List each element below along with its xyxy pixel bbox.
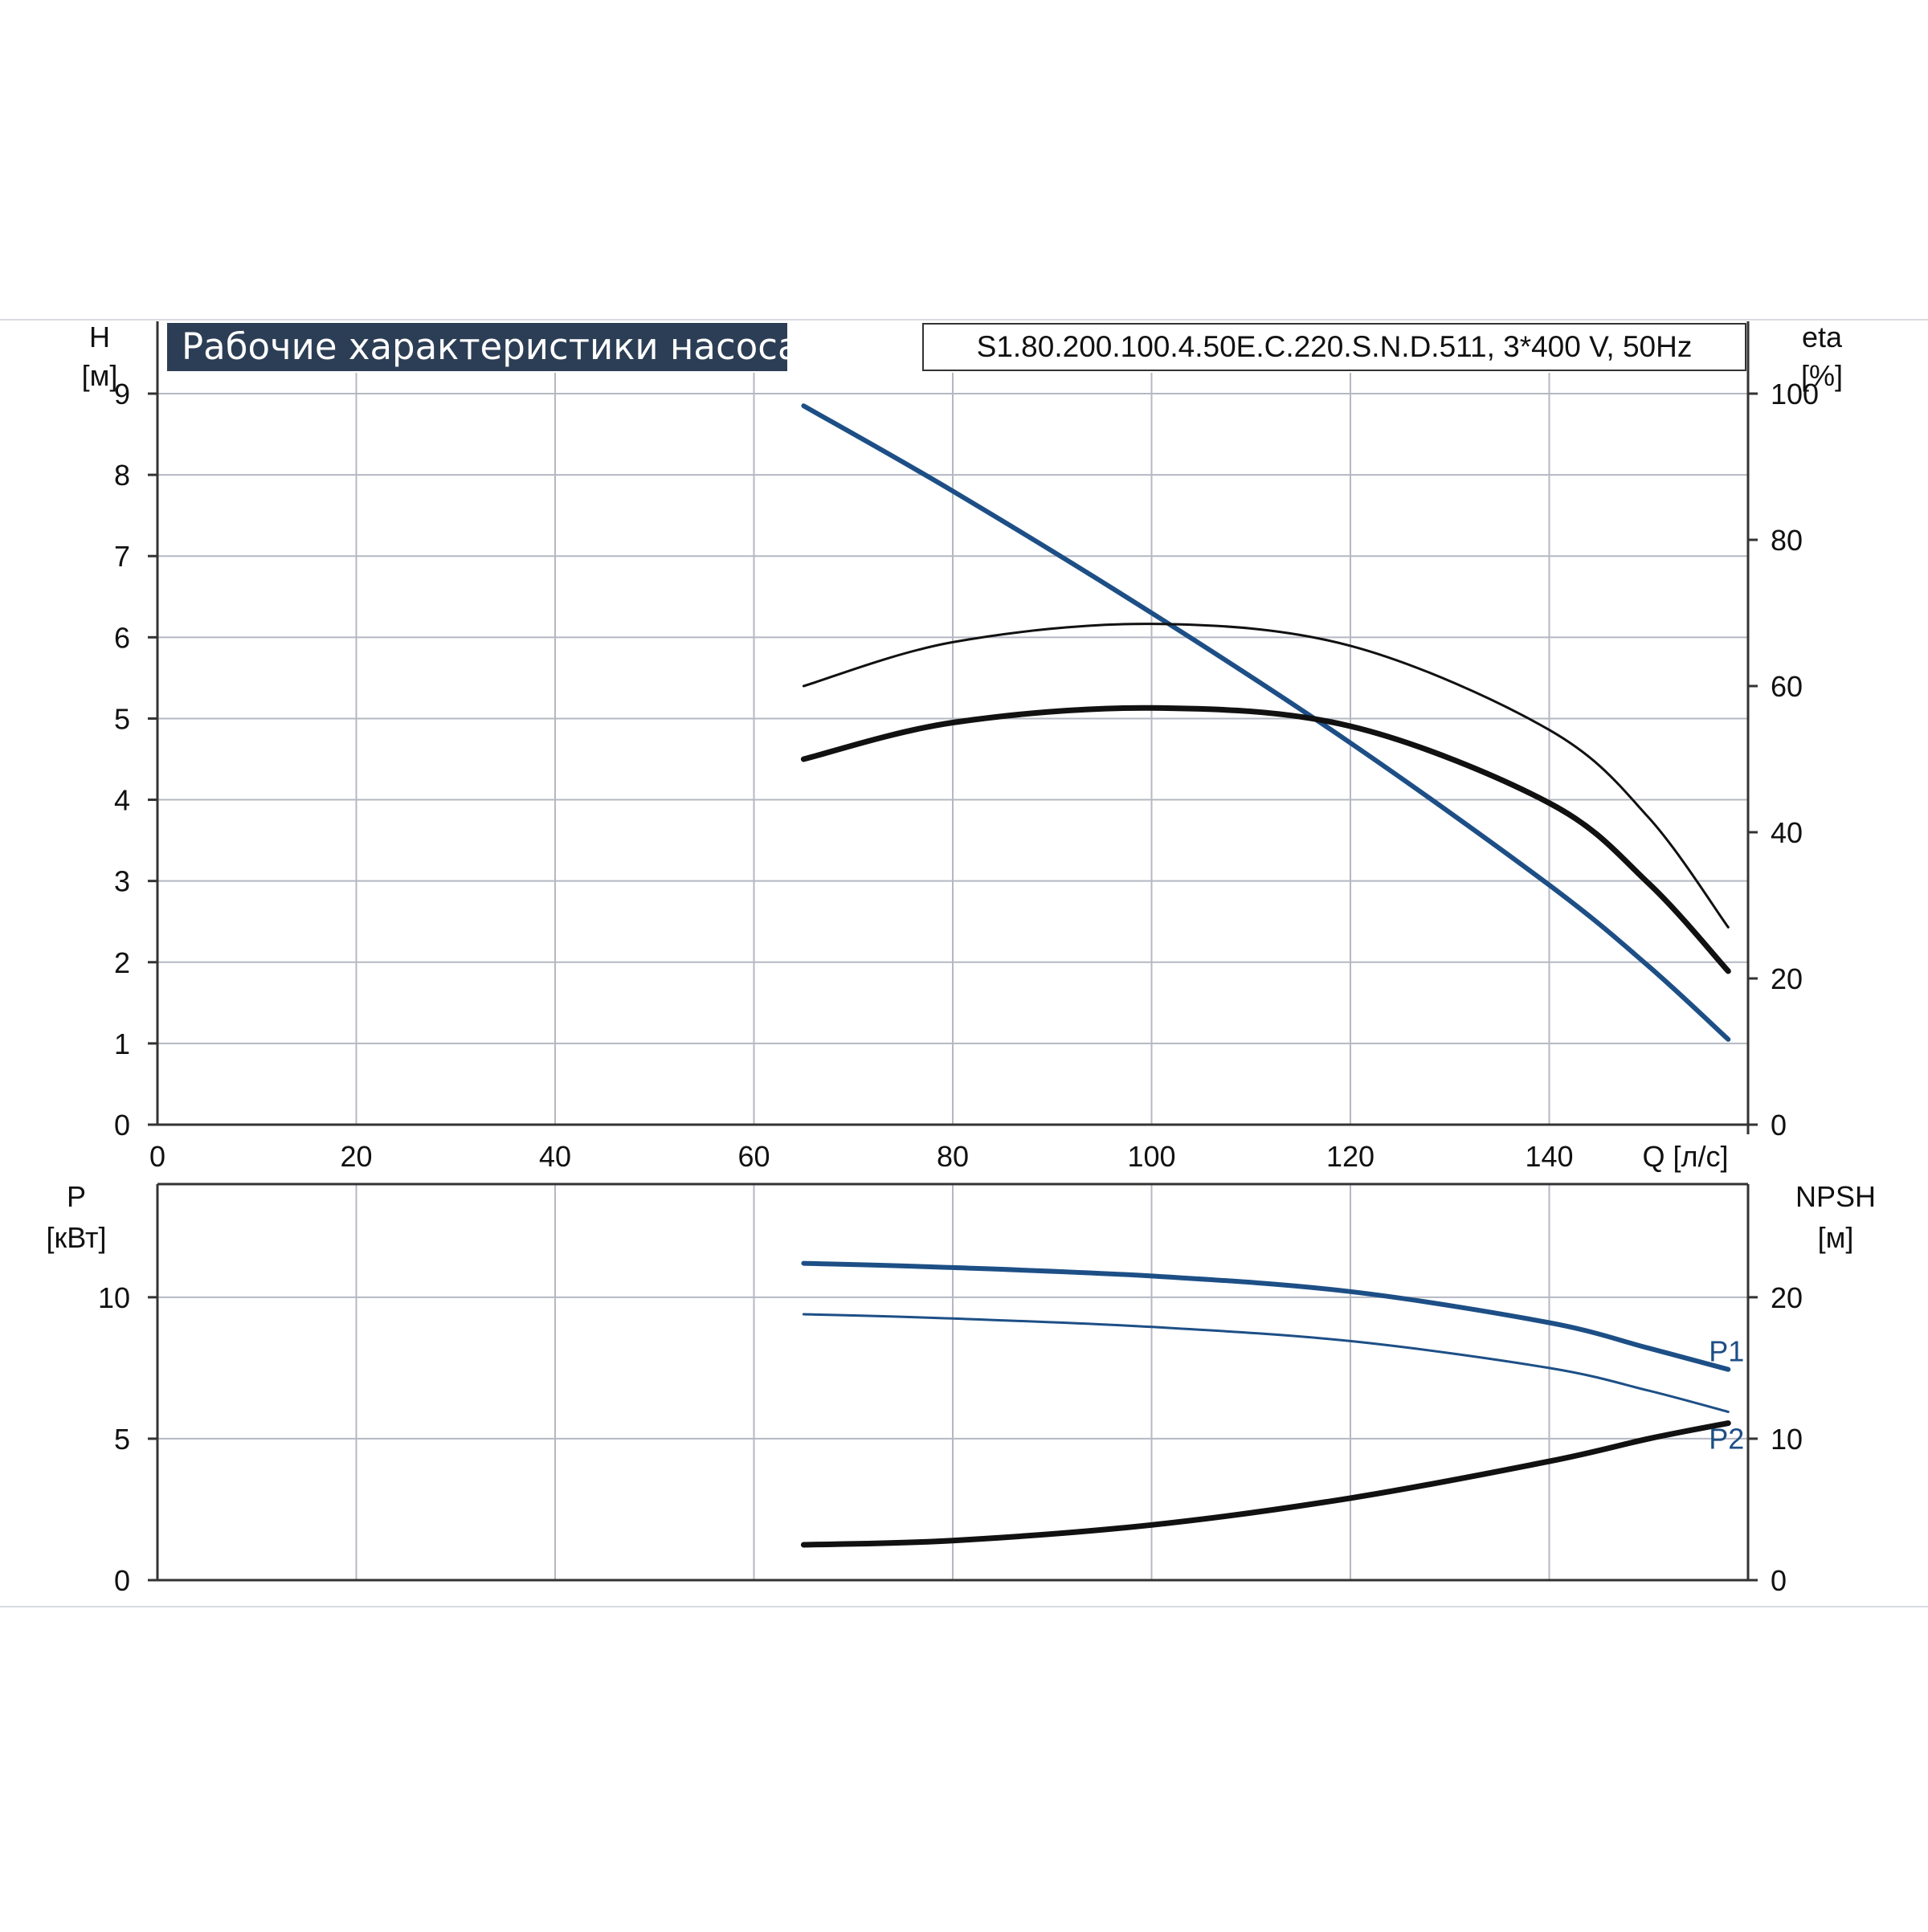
top-ylabel-left-2: [м] (82, 359, 118, 392)
x-tick-label: 0 (149, 1140, 165, 1173)
bottom-ytick-label-right: 10 (1771, 1423, 1803, 1456)
x-tick-label: 40 (539, 1140, 571, 1173)
bottom-ytick-label-left: 10 (98, 1281, 130, 1314)
top-ytick-label-right: 100 (1771, 378, 1819, 410)
bottom-ylabel-right-2: [м] (1818, 1221, 1854, 1254)
bottom-series-line-2 (800, 1420, 1731, 1548)
bottom-ylabel-left-1: P (67, 1180, 86, 1213)
chart-title: Рабочие характеристики насоса (167, 323, 800, 371)
top-ylabel-right-2: [%] (1801, 359, 1843, 392)
top-series-line-2 (800, 705, 1731, 974)
bottom-series-line-1 (802, 1313, 1730, 1413)
top-ytick-label-left: 2 (114, 946, 130, 979)
grid-layer (157, 373, 1749, 1580)
top-ytick-label-left: 9 (114, 378, 130, 410)
x-tick-label: 80 (937, 1140, 969, 1173)
top-ytick-label-right: 80 (1771, 524, 1803, 557)
bottom-ylabel-right-1: NPSH (1795, 1180, 1876, 1213)
top-ytick-label-left: 4 (114, 784, 130, 817)
series-layer (800, 403, 1731, 1548)
top-ytick-label-left: 6 (114, 621, 130, 654)
bottom-ylabel-left-2: [кВт] (46, 1221, 106, 1254)
top-ytick-label-right: 40 (1771, 816, 1803, 849)
top-ylabel-left-1: H (89, 321, 110, 353)
x-axis-label: Q [л/с] (1642, 1140, 1728, 1173)
top-ytick-label-left: 8 (114, 459, 130, 492)
top-ytick-label-right: 20 (1771, 962, 1803, 995)
bottom-series-line-0 (801, 1260, 1731, 1372)
top-ytick-label-right: 60 (1771, 670, 1803, 703)
top-ylabel-right-1: eta (1802, 321, 1843, 353)
x-tick-label: 140 (1525, 1140, 1573, 1173)
top-ytick-label-left: 5 (114, 702, 130, 735)
pump-model-label: S1.80.200.100.4.50E.C.220.S.N.D.511, 3*4… (922, 323, 1746, 371)
x-tick-label: 100 (1127, 1140, 1175, 1173)
x-tick-label: 60 (737, 1140, 770, 1173)
top-ytick-label-left: 3 (114, 865, 130, 898)
top-ytick-label-left: 0 (114, 1109, 130, 1142)
x-tick-label: 120 (1326, 1140, 1375, 1173)
top-series-line-1 (802, 623, 1730, 929)
top-ytick-label-left: 7 (114, 540, 130, 573)
x-tick-label: 20 (340, 1140, 372, 1173)
bottom-ytick-label-left: 5 (114, 1423, 130, 1456)
bottom-ytick-label-right: 20 (1771, 1281, 1803, 1314)
bottom-ytick-label-left: 0 (114, 1564, 130, 1597)
bottom-series-label-p1: P1 (1709, 1335, 1744, 1368)
axes-layer (148, 321, 1758, 1582)
top-ytick-label-right: 0 (1771, 1109, 1787, 1142)
bottom-ytick-label-right: 0 (1771, 1564, 1787, 1597)
bottom-series-label-p2: P2 (1709, 1422, 1744, 1455)
top-ytick-label-left: 1 (114, 1027, 130, 1060)
